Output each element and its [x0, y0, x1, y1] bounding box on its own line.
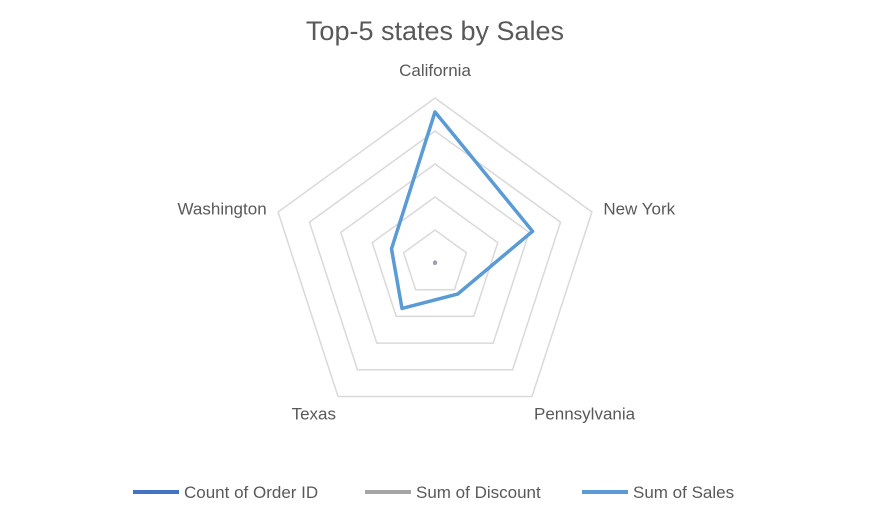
category-label-pennsylvania: Pennsylvania: [534, 404, 636, 423]
chart-title: Top-5 states by Sales: [306, 16, 564, 46]
category-label-washington: Washington: [178, 199, 267, 218]
category-label-california: California: [399, 61, 471, 80]
legend-label-1: Count of Order ID: [184, 483, 318, 502]
radar-series: [389, 110, 535, 311]
grid-ring-4: [308, 130, 562, 371]
category-label-texas: Texas: [292, 404, 336, 423]
legend-label-3: Sum of Sales: [633, 483, 734, 502]
grid-ring-5: [277, 97, 593, 398]
series-line-3: [389, 110, 535, 311]
category-label-new-york: New York: [603, 199, 675, 218]
grid-ring-2: [371, 196, 499, 318]
grid-ring-3: [339, 163, 531, 344]
legend: Count of Order ID Sum of Discount Sum of S…: [133, 483, 734, 502]
legend-label-2: Sum of Discount: [416, 483, 541, 502]
grid-ring-1: [402, 229, 468, 291]
category-labels: California New York Pennsylvania Texas Washi…: [178, 61, 676, 423]
radar-grid: [277, 97, 593, 398]
